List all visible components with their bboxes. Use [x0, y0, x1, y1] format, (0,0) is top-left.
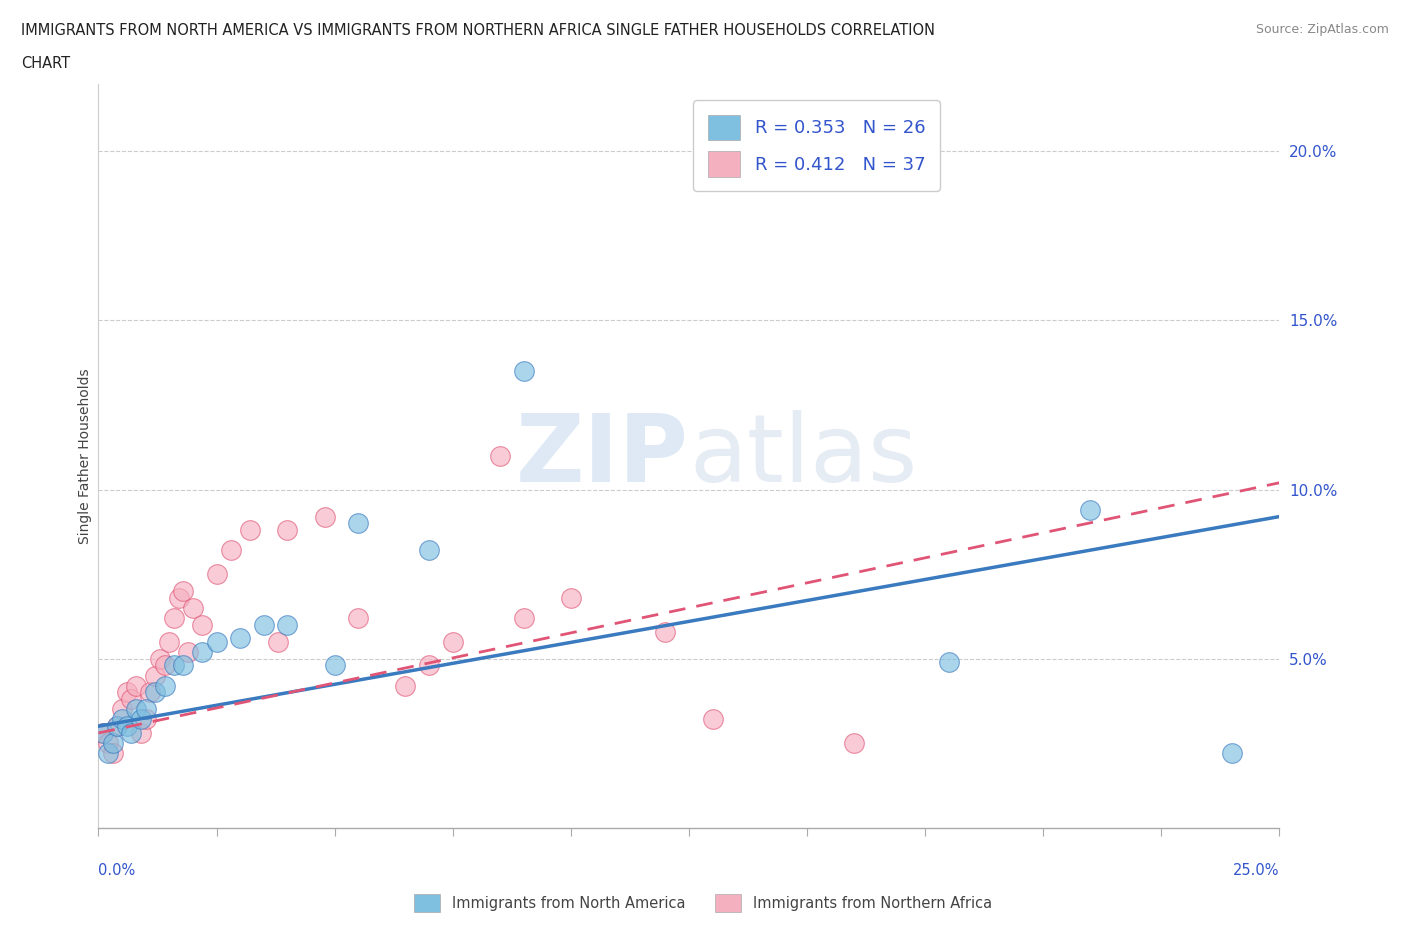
Point	[153, 678, 176, 693]
Point	[177, 644, 200, 659]
Point	[314, 509, 336, 524]
Point	[121, 692, 143, 707]
Point	[121, 725, 143, 740]
Point	[97, 736, 120, 751]
Point	[441, 634, 464, 649]
Point	[938, 655, 960, 670]
Text: atlas: atlas	[689, 410, 917, 501]
Point	[101, 736, 124, 751]
Text: Source: ZipAtlas.com: Source: ZipAtlas.com	[1256, 23, 1389, 36]
Point	[91, 725, 114, 740]
Point	[205, 634, 228, 649]
Point	[143, 668, 166, 683]
Point	[181, 601, 204, 616]
Point	[135, 702, 157, 717]
Point	[163, 658, 186, 672]
Point	[205, 566, 228, 581]
Text: ZIP: ZIP	[516, 410, 689, 501]
Point	[97, 746, 120, 761]
Point	[347, 516, 370, 531]
Point	[229, 631, 252, 645]
Point	[844, 736, 866, 751]
Point	[139, 685, 162, 700]
Point	[135, 712, 157, 727]
Text: IMMIGRANTS FROM NORTH AMERICA VS IMMIGRANTS FROM NORTHERN AFRICA SINGLE FATHER H: IMMIGRANTS FROM NORTH AMERICA VS IMMIGRA…	[21, 23, 935, 38]
Point	[129, 725, 152, 740]
Text: CHART: CHART	[21, 56, 70, 71]
Point	[172, 658, 194, 672]
Point	[267, 634, 290, 649]
Point	[489, 448, 512, 463]
Point	[115, 685, 138, 700]
Point	[149, 651, 172, 666]
Point	[125, 702, 148, 717]
Legend: R = 0.353   N = 26, R = 0.412   N = 37: R = 0.353 N = 26, R = 0.412 N = 37	[693, 100, 939, 191]
Legend: Immigrants from North America, Immigrants from Northern Africa: Immigrants from North America, Immigrant…	[408, 888, 998, 918]
Point	[276, 523, 298, 538]
Point	[560, 591, 582, 605]
Point	[191, 644, 214, 659]
Point	[512, 364, 534, 379]
Point	[153, 658, 176, 672]
Point	[239, 523, 262, 538]
Point	[191, 618, 214, 632]
Point	[111, 712, 134, 727]
Text: 25.0%: 25.0%	[1233, 863, 1279, 878]
Point	[157, 634, 180, 649]
Point	[347, 611, 370, 626]
Point	[418, 543, 440, 558]
Point	[172, 583, 194, 598]
Point	[129, 712, 152, 727]
Point	[394, 678, 416, 693]
Point	[702, 712, 724, 727]
Point	[105, 719, 128, 734]
Point	[1220, 746, 1243, 761]
Point	[105, 719, 128, 734]
Point	[115, 719, 138, 734]
Point	[323, 658, 346, 672]
Point	[418, 658, 440, 672]
Y-axis label: Single Father Households: Single Father Households	[77, 368, 91, 543]
Point	[512, 611, 534, 626]
Point	[253, 618, 276, 632]
Point	[91, 725, 114, 740]
Point	[167, 591, 190, 605]
Text: 0.0%: 0.0%	[98, 863, 135, 878]
Point	[1080, 502, 1102, 517]
Point	[219, 543, 242, 558]
Point	[125, 678, 148, 693]
Point	[111, 702, 134, 717]
Point	[163, 611, 186, 626]
Point	[143, 685, 166, 700]
Point	[276, 618, 298, 632]
Point	[101, 746, 124, 761]
Point	[654, 624, 676, 639]
